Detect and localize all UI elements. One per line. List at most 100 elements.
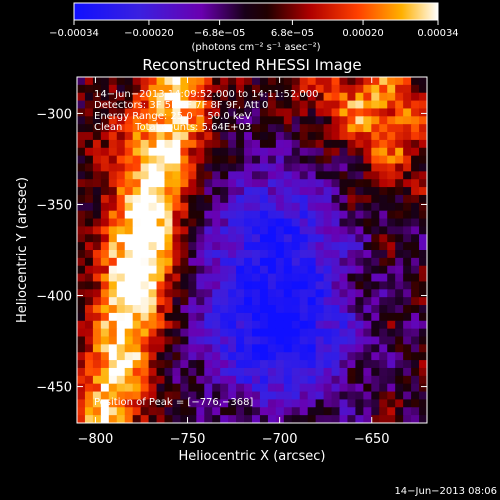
heatmap-cell: [116, 344, 126, 353]
heatmap-cell: [92, 250, 102, 259]
heatmap-cell: [228, 375, 237, 385]
heatmap-cell: [188, 210, 197, 220]
heatmap-cell: [355, 139, 364, 149]
heatmap-cell: [283, 179, 293, 188]
heatmap-cell: [411, 297, 420, 306]
heatmap-cell: [148, 407, 158, 416]
heatmap-cell: [84, 407, 94, 416]
heatmap-cell: [156, 281, 166, 290]
heatmap-cell: [355, 352, 364, 361]
heatmap-cell: [84, 77, 94, 86]
heatmap-cell: [379, 171, 388, 180]
heatmap-cell: [156, 250, 166, 259]
heatmap-cell: [403, 179, 412, 188]
heatmap-cell: [180, 179, 189, 188]
heatmap-cell: [140, 139, 150, 149]
heatmap-cell: [164, 250, 174, 259]
heatmap-cell: [259, 360, 269, 369]
heatmap-cell: [156, 273, 166, 283]
heatmap-cell: [379, 415, 388, 423]
heatmap-cell: [267, 132, 277, 141]
heatmap-cell: [252, 344, 261, 353]
heatmap-cell: [220, 407, 229, 416]
image-annotations: 14−Jun−2013 14:09:52.000 to 14:11:52.000…: [94, 89, 319, 408]
heatmap-cell: [403, 257, 412, 267]
heatmap-cell: [252, 77, 261, 86]
heatmap-cell: [100, 132, 110, 141]
heatmap-cell: [77, 257, 86, 267]
heatmap-cell: [291, 77, 301, 86]
heatmap-cell: [323, 336, 333, 345]
heatmap-cell: [283, 273, 293, 283]
heatmap-cell: [92, 391, 102, 401]
heatmap-cell: [204, 84, 213, 94]
heatmap-cell: [387, 155, 396, 165]
heatmap-cell: [100, 367, 110, 377]
heatmap-cell: [283, 281, 293, 290]
heatmap-cell: [212, 242, 221, 251]
heatmap-cell: [371, 297, 380, 306]
heatmap-cell: [355, 84, 364, 94]
heatmap-cell: [116, 312, 126, 322]
heatmap-cell: [291, 84, 301, 94]
heatmap-cell: [148, 194, 158, 204]
heatmap-cell: [156, 84, 166, 94]
heatmap-cell: [196, 352, 205, 361]
heatmap-cell: [180, 336, 189, 345]
heatmap-cell: [116, 265, 126, 275]
heatmap-cell: [212, 265, 221, 275]
heatmap-cell: [307, 265, 317, 275]
heatmap-cell: [387, 202, 396, 212]
heatmap-cell: [84, 289, 94, 298]
heatmap-cell: [355, 257, 364, 267]
heatmap-cell: [267, 250, 277, 259]
heatmap-cell: [164, 344, 174, 353]
heatmap-cell: [132, 108, 142, 117]
heatmap-cell: [267, 77, 277, 86]
heatmap-cell: [363, 202, 372, 212]
heatmap-cell: [315, 375, 325, 385]
heatmap-cell: [252, 139, 261, 149]
heatmap-cell: [116, 415, 126, 423]
heatmap-cell: [84, 187, 94, 196]
heatmap-cell: [204, 179, 213, 188]
heatmap-cell: [339, 234, 349, 243]
heatmap-cell: [299, 187, 309, 196]
heatmap-cell: [140, 415, 150, 423]
heatmap-cell: [84, 147, 94, 157]
heatmap-cell: [252, 242, 261, 251]
heatmap-cell: [299, 328, 309, 338]
heatmap-cell: [172, 92, 181, 102]
heatmap-cell: [108, 187, 118, 196]
y-tick-label: −400: [36, 290, 72, 305]
heatmap-cell: [124, 163, 134, 172]
heatmap-cell: [188, 415, 197, 423]
heatmap-cell: [315, 163, 325, 172]
heatmap-cell: [156, 312, 166, 322]
heatmap-cell: [204, 77, 213, 86]
heatmap-cell: [212, 187, 221, 196]
heatmap-cell: [124, 250, 134, 259]
heatmap-cell: [315, 297, 325, 306]
heatmap-cell: [140, 360, 150, 369]
heatmap-cell: [387, 367, 396, 377]
heatmap-cell: [403, 352, 412, 361]
heatmap-cell: [244, 415, 253, 423]
heatmap-cell: [275, 375, 285, 385]
heatmap-cell: [363, 155, 372, 165]
heatmap-cell: [77, 242, 86, 251]
heatmap-cell: [283, 352, 293, 361]
heatmap-cell: [164, 297, 174, 306]
heatmap-cell: [252, 320, 261, 330]
heatmap-cell: [172, 155, 181, 165]
heatmap-cell: [172, 226, 181, 235]
heatmap-cell: [411, 360, 420, 369]
heatmap-cell: [403, 139, 412, 149]
heatmap-cell: [283, 360, 293, 369]
heatmap-cell: [116, 391, 126, 401]
heatmap-cell: [283, 407, 293, 416]
heatmap-cell: [204, 155, 213, 165]
heatmap-cell: [267, 415, 277, 423]
heatmap-cell: [188, 163, 197, 172]
